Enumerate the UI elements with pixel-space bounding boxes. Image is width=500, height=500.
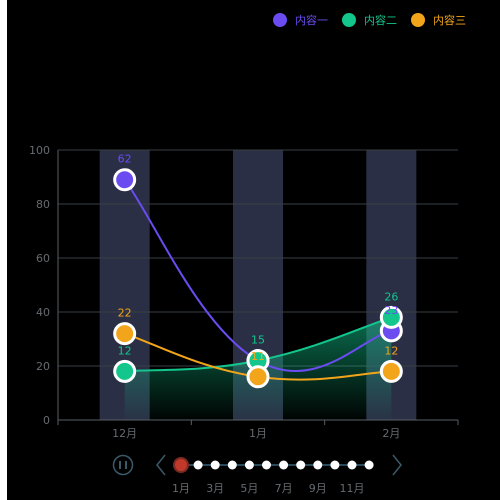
timeline-point-2[interactable] — [193, 460, 203, 470]
timeline-point-1[interactable] — [173, 457, 189, 473]
timeline-point-11[interactable] — [347, 460, 357, 470]
timeline-point-8[interactable] — [296, 460, 306, 470]
legend-item-3[interactable]: 内容三 — [411, 12, 466, 28]
legend-label-2: 内容二 — [364, 14, 397, 27]
y-tick-label-4: 60 — [36, 252, 50, 265]
pause-icon-bar-2 — [125, 461, 127, 469]
prev-chevron-icon[interactable] — [156, 454, 166, 476]
pause-icon-bar-1 — [119, 461, 121, 469]
timeline-point-10[interactable] — [330, 460, 340, 470]
timeline-label-6: 11月 — [340, 482, 365, 495]
legend-marker-2 — [342, 13, 356, 27]
timeline-point-5[interactable] — [244, 460, 254, 470]
timeline-point-4[interactable] — [227, 460, 237, 470]
y-tick-label-3: 40 — [36, 306, 50, 319]
timeline-point-7[interactable] — [279, 460, 289, 470]
legend-item-1[interactable]: 内容一 — [273, 12, 328, 28]
timeline-point-12[interactable] — [364, 460, 374, 470]
y-tick-label-6: 100 — [29, 144, 50, 157]
series-1-data-label-1: 62 — [118, 153, 132, 166]
series-1-data-label-3: 23 — [384, 304, 398, 317]
legend-label-1: 内容一 — [295, 14, 328, 27]
timeline-label-1: 1月 — [172, 482, 190, 495]
y-tick-label-1: 0 — [43, 414, 50, 427]
x-tick-label-2: 1月 — [249, 427, 267, 440]
timeline-label-5: 9月 — [309, 482, 327, 495]
legend: 内容一 内容二 内容三 — [273, 12, 466, 28]
timeline-label-3: 5月 — [240, 482, 258, 495]
series-3-data-label-2: 11 — [251, 350, 265, 363]
timeline-label-4: 7月 — [275, 482, 293, 495]
play-pause-button[interactable] — [112, 454, 134, 476]
pause-icon-ring — [112, 454, 134, 476]
series-3-data-label-1: 22 — [118, 307, 132, 320]
series-3-point-1 — [113, 322, 137, 346]
timeline-point-9[interactable] — [313, 460, 323, 470]
y-tick-label-5: 80 — [36, 198, 50, 211]
legend-marker-3 — [411, 13, 425, 27]
series-2-data-label-1: 12 — [118, 344, 132, 357]
timeline-point-6[interactable] — [262, 460, 271, 470]
series-2-point-3 — [379, 305, 403, 329]
series-3-point-2 — [246, 365, 270, 389]
legend-label-3: 内容三 — [433, 14, 466, 27]
series-3-point-3 — [379, 359, 403, 383]
x-tick-label-1: 12月 — [112, 427, 137, 440]
series-2-point-1 — [113, 359, 137, 383]
timeline-label-2: 3月 — [206, 482, 224, 495]
series-1-point-1 — [113, 168, 137, 192]
x-tick-label-3: 2月 — [382, 427, 400, 440]
series-2-data-label-2: 15 — [251, 334, 265, 347]
next-chevron-icon[interactable] — [392, 454, 402, 476]
legend-marker-1 — [273, 13, 287, 27]
timeline-point-3[interactable] — [210, 460, 220, 470]
series-2-data-label-3: 26 — [384, 290, 398, 303]
y-tick-label-2: 20 — [36, 360, 50, 373]
legend-item-2[interactable]: 内容二 — [342, 12, 397, 28]
series-3-data-label-3: 12 — [384, 344, 398, 357]
chart-stage: 内容一 内容二 内容三 0 20 40 60 80 100 12月 1月 2月 62 22 12 15 1… — [7, 0, 500, 500]
